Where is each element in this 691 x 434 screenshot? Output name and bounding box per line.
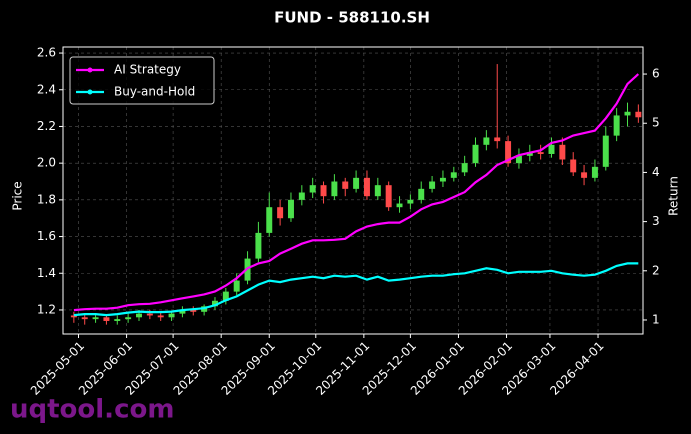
- candle-body: [396, 203, 403, 208]
- candle-body: [418, 188, 425, 200]
- candle-body: [385, 185, 392, 208]
- legend-label: Buy-and-Hold: [114, 85, 195, 99]
- candle-body: [624, 111, 631, 116]
- candle-body: [570, 159, 577, 173]
- y-tick-label: 1.8: [37, 192, 56, 206]
- y-tick-label: 2.4: [37, 82, 56, 96]
- candle-body: [559, 144, 566, 160]
- legend-marker: [87, 67, 93, 73]
- legend-label: AI Strategy: [114, 63, 181, 77]
- candle-body: [136, 313, 142, 318]
- y-tick-label: 2.2: [37, 119, 56, 133]
- candle-body: [483, 137, 490, 145]
- candle-body: [450, 172, 457, 178]
- candle-body: [222, 291, 229, 301]
- candle-body: [591, 166, 598, 178]
- candle-body: [613, 115, 620, 136]
- candle-body: [537, 152, 544, 154]
- y-axis-label: Price: [11, 181, 25, 210]
- candle-body: [168, 313, 175, 318]
- candle-body: [81, 317, 88, 320]
- candle-body: [494, 137, 501, 142]
- series-line: [73, 73, 640, 312]
- candle-body: [526, 152, 533, 156]
- candle-body: [92, 317, 99, 320]
- candle-body: [342, 181, 349, 189]
- y2-tick-label: 5: [652, 116, 660, 130]
- candle-body: [439, 177, 446, 182]
- candle-body: [635, 111, 642, 118]
- y2-tick-label: 2: [652, 263, 660, 277]
- series-line: [73, 262, 639, 317]
- legend-marker: [87, 89, 93, 95]
- candle-body: [179, 309, 186, 314]
- candle-body: [298, 192, 305, 200]
- chart-title: FUND - 588110.SH: [274, 9, 430, 27]
- candle-body: [255, 232, 262, 259]
- y2-tick-label: 1: [652, 312, 660, 326]
- candle-body: [505, 141, 512, 164]
- y2-axis-label: Return: [667, 176, 681, 216]
- candle-body: [190, 309, 197, 312]
- candle-body: [461, 163, 468, 173]
- candle-body: [472, 144, 479, 164]
- candle-body: [429, 181, 436, 189]
- candle-body: [515, 155, 522, 164]
- candle-body: [277, 207, 284, 219]
- y-tick-label: 1.6: [37, 229, 56, 243]
- candle-body: [548, 144, 555, 154]
- plot-frame: [62, 46, 644, 335]
- candle-body: [320, 185, 327, 197]
- candle-body: [114, 319, 121, 321]
- candle-body: [374, 185, 381, 197]
- candle-body: [581, 172, 588, 178]
- candle-body: [103, 317, 110, 321]
- legend-box: [69, 56, 215, 105]
- y2-tick-label: 4: [652, 165, 660, 179]
- legend: AI Strategy Buy-and-Hold: [69, 56, 215, 105]
- candle-body: [266, 207, 273, 233]
- y2-tick-label: 3: [652, 214, 660, 228]
- y2-tick-label: 6: [652, 67, 660, 81]
- candle-body: [233, 280, 240, 292]
- candle-body: [70, 315, 77, 318]
- candle-body: [602, 135, 609, 167]
- candle-body: [146, 313, 153, 316]
- candle-body: [331, 181, 338, 197]
- y-tick-label: 1.4: [37, 266, 56, 280]
- candle-body: [353, 177, 360, 189]
- candle-body: [363, 177, 370, 197]
- candle-body: [211, 300, 218, 307]
- candle-body: [407, 199, 414, 204]
- y-tick-label: 2.0: [37, 156, 56, 170]
- y-tick-label: 2.6: [37, 46, 56, 60]
- candle-body: [125, 317, 132, 320]
- watermark: uqtool.com: [10, 395, 174, 425]
- candle-body: [157, 315, 164, 318]
- candle-body: [309, 185, 316, 193]
- y-tick-label: 1.2: [37, 302, 56, 316]
- candle-body: [287, 199, 294, 219]
